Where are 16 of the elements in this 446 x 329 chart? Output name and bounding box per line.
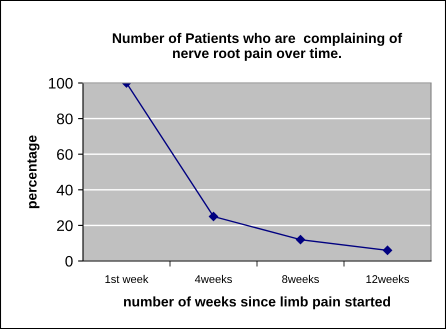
chart-title: Number of Patients who are complaining of nerve root pain over time. xyxy=(112,32,402,61)
point xyxy=(296,235,306,244)
x-tick-label: 12weeks xyxy=(366,274,410,284)
y-tick-label: 80 xyxy=(56,113,73,124)
y-axis-title: percentage xyxy=(27,135,40,208)
x-tick-label: 4weeks xyxy=(194,274,232,284)
y-tick-label: 20 xyxy=(57,220,73,232)
y-tick-label: 40 xyxy=(56,184,73,196)
x-axis-title: number of weeks since limb pain started xyxy=(124,296,390,310)
y-tick-label: 60 xyxy=(57,149,73,160)
y-tick-label: 100 xyxy=(48,78,73,89)
point xyxy=(208,212,218,222)
y-tick-label: 0 xyxy=(65,256,73,267)
x-tick-label: 1st week xyxy=(105,274,148,284)
point xyxy=(382,246,392,255)
x-tick-label: 8weeks xyxy=(282,274,319,284)
